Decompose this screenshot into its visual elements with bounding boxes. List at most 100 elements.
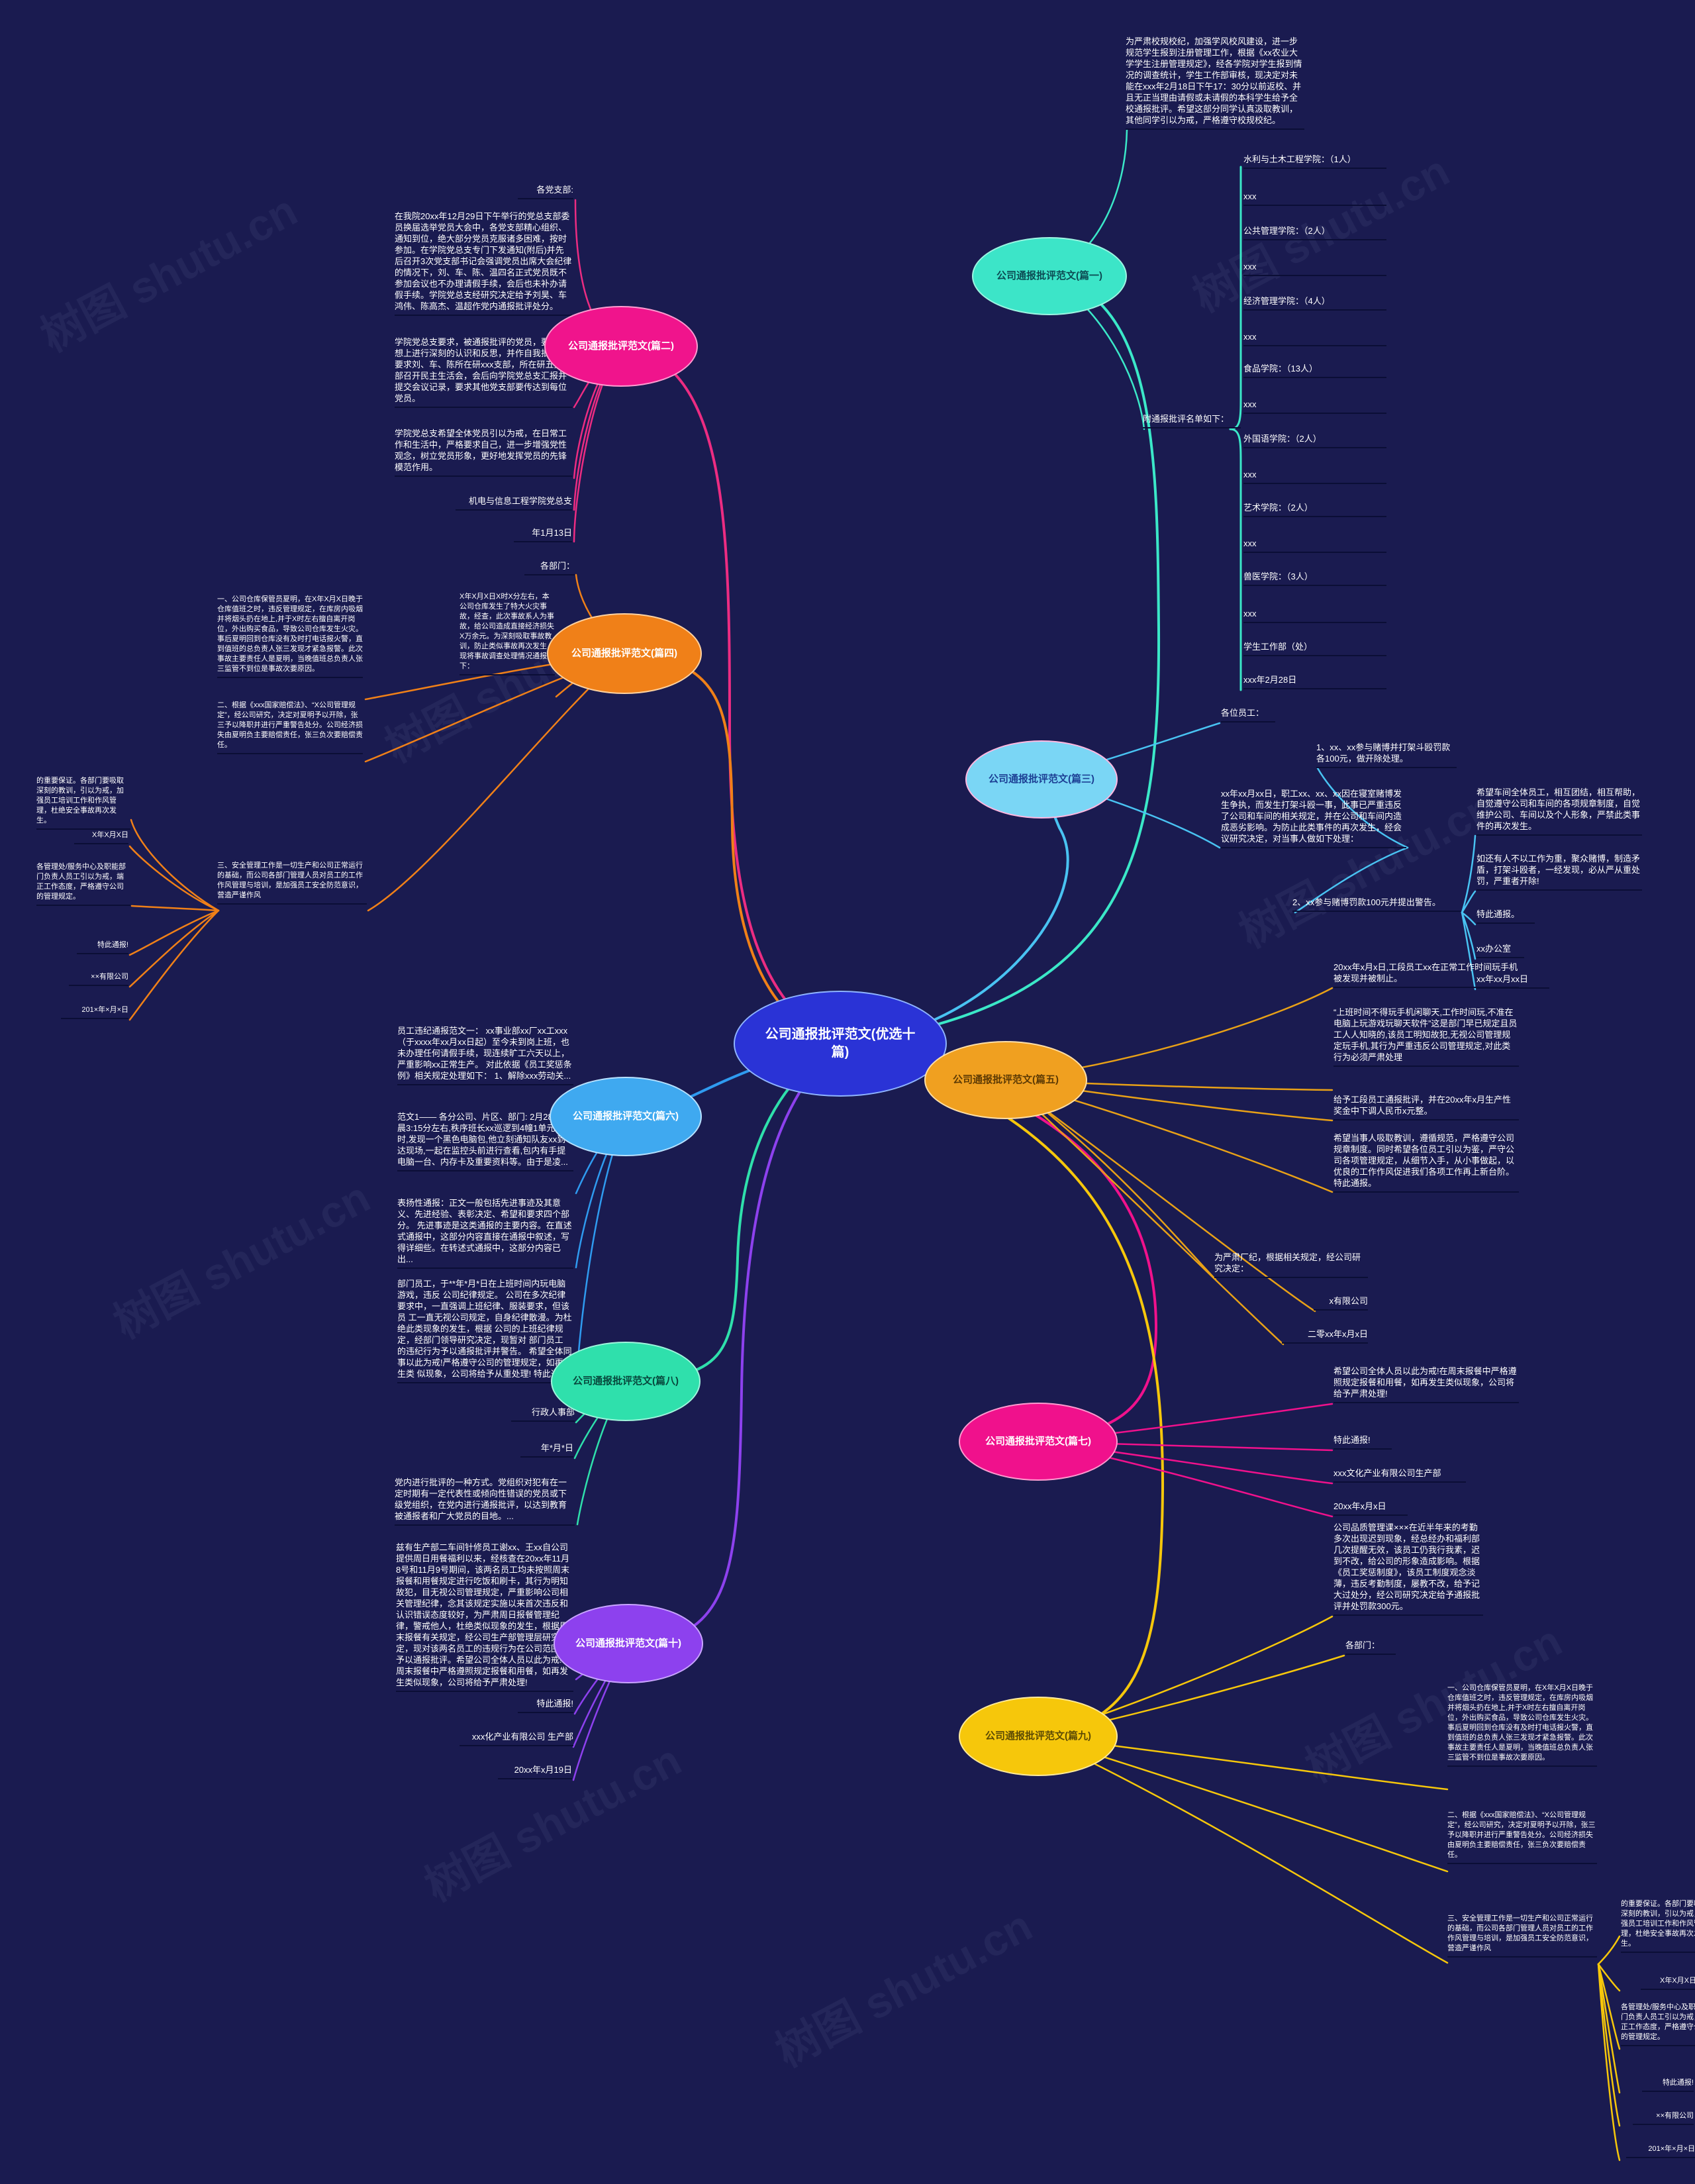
list-item-p1-13[interactable]: xxx (1243, 608, 1386, 623)
note-p10-1[interactable]: 特此通报! (518, 1698, 573, 1713)
note-p3-2[interactable]: 1、xx、xx参与赌博并打架斗殴罚款各100元，做开除处理。 (1316, 742, 1457, 768)
note-p6-3[interactable]: 部门员工，于**年*月*日在上班时间内玩电脑游戏，违反 公司纪律规定。 公司在多… (397, 1278, 573, 1383)
list-item-p1-6[interactable]: 食品学院：（13人） (1243, 363, 1386, 378)
note-p4-7[interactable]: 各管理处/服务中心及职能部门负责人员工引以为戒，端正工作态度，严格遵守公司的管理… (36, 862, 130, 906)
list-item-p1-9[interactable]: xxx (1243, 469, 1386, 484)
topic-p9[interactable]: 公司通报批评范文(篇九) (959, 1697, 1118, 1776)
note-p9-10[interactable]: 201×年×月×日 (1626, 2144, 1695, 2158)
note-p8-0[interactable]: 行政人事部 (511, 1407, 575, 1422)
edge-main-p9 (840, 1042, 1165, 1738)
note-p3-6[interactable]: 特此通报。 (1477, 909, 1535, 924)
topic-p4[interactable]: 公司通报批评范文(篇四) (547, 613, 702, 694)
note-p4-2[interactable]: 一、公司仓库保管员夏明，在X年X月X日晚于仓库值班之时，违反管理规定，在库房内吸… (217, 595, 363, 678)
note-p2-1[interactable]: 在我院20xx年12月29日下午举行的党总支部委员换届选举党员大会中，各党支部精… (395, 211, 572, 316)
topic-p7[interactable]: 公司通报批评范文(篇七) (959, 1403, 1118, 1481)
list-item-p1-7[interactable]: xxx (1243, 399, 1386, 414)
edge-p1-list (1229, 428, 1242, 691)
list-item-p1-0[interactable]: 水利与土木工程学院：（1人） (1243, 154, 1386, 169)
topic-p1[interactable]: 公司通报批评范文(篇一) (972, 237, 1127, 315)
topic-p3[interactable]: 公司通报批评范文(篇三) (965, 740, 1118, 819)
list-item-p1-1[interactable]: xxx (1243, 191, 1386, 206)
note-p3-8[interactable]: xx年xx月xx日 (1477, 973, 1549, 989)
list-item-p1-8[interactable]: 外国语学院：（2人） (1243, 433, 1386, 448)
note-p5-6[interactable]: 二零xx年x月x日 (1282, 1328, 1368, 1344)
edge-p4 (128, 909, 220, 988)
note-p9-4[interactable]: 三、安全管理工作是一切生产和公司正常运行的基础，而公司各部门管理人员对员工的工作… (1447, 1914, 1597, 1958)
note-p8-1[interactable]: 年*月*日 (520, 1442, 573, 1458)
list-item-p1-12[interactable]: 兽医学院：（3人） (1243, 571, 1386, 586)
note-p9-1[interactable]: 各部门： (1345, 1640, 1396, 1655)
topic-p6[interactable]: 公司通报批评范文(篇六) (550, 1077, 702, 1156)
note-p10-3[interactable]: 20xx年x月19日 (498, 1764, 572, 1779)
note-p2-0[interactable]: 各党支部: (518, 184, 573, 199)
note-p9-5[interactable]: 的重要保证。各部门要吸取深刻的教训，引以为戒，加强员工培训工作和作风管理，杜绝安… (1621, 1899, 1695, 1953)
list-item-p1-4[interactable]: 经济管理学院：（4人） (1243, 295, 1386, 311)
note-p4-8[interactable]: 特此通报! (77, 940, 128, 954)
note-p9-2[interactable]: 一、公司仓库保管员夏明，在X年X月X日晚于仓库值班之时，违反管理规定，在库房内吸… (1447, 1683, 1597, 1767)
note-p6-2[interactable]: 表扬性通报：正文一般包括先进事迹及其意义、先进经验、表彰决定、希望和要求四个部分… (397, 1197, 573, 1269)
note-p1-list-title[interactable]: 附通报批评名单如下： (1143, 413, 1241, 428)
edge-p4 (130, 819, 220, 912)
note-p9-9[interactable]: ××有限公司 (1633, 2111, 1694, 2125)
note-p7-3[interactable]: 20xx年x月x日 (1333, 1501, 1408, 1516)
note-p10-2[interactable]: xxx化产业有限公司 生产部 (460, 1731, 573, 1746)
topic-p10[interactable]: 公司通报批评范文(篇十) (554, 1604, 703, 1683)
list-item-p1-2[interactable]: 公共管理学院：（2人） (1243, 225, 1386, 240)
note-p1-intro[interactable]: 为严肃校规校纪，加强学风校风建设，进一步规范学生报到注册管理工作，根据《xx农业… (1126, 36, 1304, 130)
list-item-p1-5[interactable]: xxx (1243, 331, 1386, 346)
note-p5-3[interactable]: 希望当事人吸取教训，遵循规范，严格遵守公司规章制度。同时希望各位员工引以为鉴，严… (1333, 1132, 1519, 1193)
note-p3-1[interactable]: xx年xx月xx日，职工xx、xx、xx因在寝室赌博发生争执，而发生打架斗殴一事… (1221, 788, 1406, 848)
note-p10-0[interactable]: 兹有生产部二车间针修员工谢xx、王xx自公司提供周日用餐福利以来，经核查在20x… (396, 1542, 573, 1692)
note-p2-3[interactable]: 学院党总支希望全体党员引以为戒，在日常工作和生活中，严格要求自己，进一步增强党性… (395, 428, 572, 477)
note-p5-1[interactable]: “上班时间不得玩手机闲聊天,工作时间玩,不准在电脑上玩游戏玩聊天软件”这是部门早… (1333, 1007, 1519, 1067)
note-p4-5[interactable]: 的重要保证。各部门要吸取深刻的教训，引以为戒，加强员工培训工作和作风管理，杜绝安… (36, 776, 130, 830)
list-item-p1-15[interactable]: xxx年2月28日 (1243, 674, 1386, 689)
note-p4-0[interactable]: 各部门： (524, 560, 575, 575)
edge-main-p4 (623, 652, 842, 1045)
note-p9-8[interactable]: 特此通报! (1642, 2078, 1694, 2092)
edge-p9 (1597, 1963, 1621, 2161)
list-item-p1-3[interactable]: xxx (1243, 261, 1386, 276)
note-p9-3[interactable]: 二、根据《xxx国家赔偿法》、“X公司管理规定”，经公司研究，决定对夏明予以开除… (1447, 1811, 1597, 1864)
note-p2-2[interactable]: 学院党总支要求，被通报批评的党员，要从思想上进行深刻的认识和反思，并作自我批评。… (395, 336, 572, 408)
note-p9-7[interactable]: 各管理处/服务中心及职能部门负责人员工引以为戒，端正工作态度，严格遵守公司的管理… (1621, 2003, 1695, 2046)
note-p8-2[interactable]: 党内进行批评的一种方式。党组织对犯有在一定时期有一定代表性或倾向性错误的党员或下… (395, 1477, 575, 1526)
note-p5-2[interactable]: 给予工段员工通报批评，并在20xx年x月生产性奖金中下调人民币x元整。 (1333, 1094, 1519, 1120)
note-p4-4[interactable]: 三、安全管理工作是一切生产和公司正常运行的基础，而公司各部门管理人员对员工的工作… (217, 861, 367, 905)
list-item-p1-11[interactable]: xxx (1243, 538, 1386, 553)
note-p4-1[interactable]: X年X月X日X时X分左右，本公司仓库发生了特大火灾事故，经查，此次事故系人为事故… (460, 592, 555, 675)
list-item-p1-10[interactable]: 艺术学院：（2人） (1243, 502, 1386, 517)
note-p3-3[interactable]: 2、xx参与赌博罚款100元并提出警告。 (1292, 897, 1461, 912)
note-p3-5[interactable]: 如还有人不以工作为重，聚众赌博，制造矛盾，打架斗殴者，一经发现，必从严从重处罚，… (1477, 853, 1642, 891)
note-p9-0[interactable]: 公司品质管理课×××在近半年来的考勤多次出现迟到现象，经总经办和福利部几次提醒无… (1333, 1522, 1483, 1616)
edge-p5 (1004, 1079, 1284, 1346)
note-p3-0[interactable]: 各位员工： (1221, 707, 1275, 722)
note-p7-1[interactable]: 特此通报! (1333, 1434, 1392, 1450)
note-p7-2[interactable]: xxx文化产业有限公司生产部 (1333, 1467, 1466, 1483)
note-p3-7[interactable]: xx办公室 (1477, 943, 1524, 958)
topic-p2[interactable]: 公司通报批评范文(篇二) (544, 306, 698, 387)
note-p4-3[interactable]: 二、根据《xxx国家赔偿法》、“X公司管理规定”，经公司研究，决定对夏明予以开除… (217, 701, 363, 754)
note-p6-1[interactable]: 范文1—— 各分公司、片区、部门: 2月28日凌晨3:15分左右,秩序班长xx巡… (397, 1111, 573, 1171)
note-p3-4[interactable]: 希望车间全体员工，相互团结，相互帮助，自觉遵守公司和车间的各项规章制度，自觉维护… (1477, 787, 1642, 836)
note-p4-10[interactable]: 201×年×月×日 (61, 1005, 128, 1019)
edge-p5 (1004, 1079, 1316, 1313)
edge-main-p10 (627, 1042, 842, 1645)
edge-p4 (128, 845, 220, 912)
note-p5-4[interactable]: 为严肃厂纪，根据相关规定，经公司研究决定： (1214, 1252, 1368, 1278)
topic-p5[interactable]: 公司通报批评范文(篇五) (924, 1041, 1087, 1119)
note-p4-6[interactable]: X年X月X日 (74, 830, 128, 844)
note-p5-0[interactable]: 20xx年x月x日,工段员工xx在正常工作时间玩手机被发现并被制止。 (1333, 962, 1519, 988)
note-p2-5[interactable]: 年1月13日 (514, 527, 572, 542)
note-p5-5[interactable]: x有限公司 (1314, 1295, 1368, 1311)
edge-p9 (1597, 1963, 1621, 2094)
note-p2-4[interactable]: 机电与信息工程学院党总支 (456, 495, 572, 511)
note-p7-0[interactable]: 希望公司全体人员以此为戒!在周末报餐中严格遵照规定报餐和用餐，如再发生类似现象，… (1333, 1365, 1519, 1403)
topic-center[interactable]: 公司通报批评范文(优选十篇) (734, 991, 947, 1097)
note-p6-0[interactable]: 员工违纪通报范文一： xx事业部xx厂xx工xxx（于xxxx年xx月xx日起）… (397, 1025, 573, 1085)
topic-p8[interactable]: 公司通报批评范文(篇八) (551, 1342, 701, 1421)
note-p9-6[interactable]: X年X月X日 (1641, 1976, 1695, 1990)
list-item-p1-14[interactable]: 学生工作部（处） (1243, 641, 1386, 656)
note-p4-9[interactable]: ××有限公司 (69, 972, 128, 986)
